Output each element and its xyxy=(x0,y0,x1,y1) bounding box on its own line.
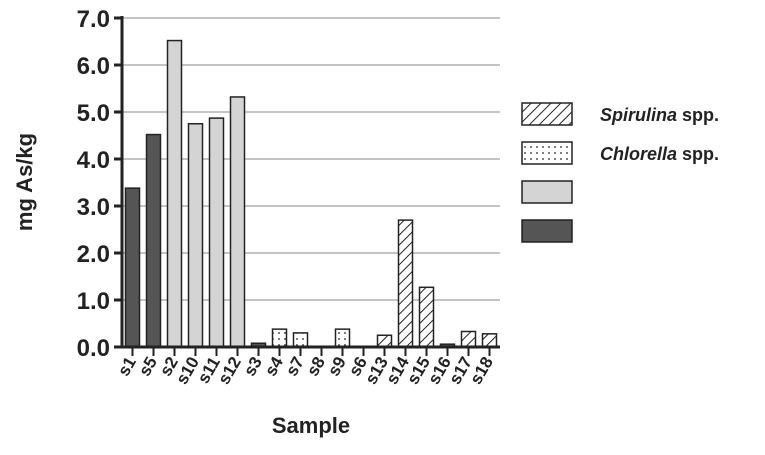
legend-swatch xyxy=(521,102,573,126)
legend-label: Spirulina spp. xyxy=(600,105,719,125)
y-axis-title: mg As/kg xyxy=(12,133,37,231)
bar xyxy=(481,333,498,348)
legend-swatch xyxy=(521,141,573,165)
bar xyxy=(334,328,351,348)
y-tick-label: 1.0 xyxy=(77,288,110,315)
bar xyxy=(124,187,141,348)
bar xyxy=(397,219,414,348)
x-axis-title: Sample xyxy=(272,413,350,438)
x-tick-label: s18 xyxy=(466,354,497,388)
y-tick-label: 4.0 xyxy=(77,147,110,174)
bar xyxy=(166,39,183,348)
y-tick-label: 0.0 xyxy=(77,335,110,362)
legend-swatch xyxy=(521,180,573,204)
y-tick-label: 2.0 xyxy=(77,241,110,268)
bar xyxy=(460,330,477,348)
bar xyxy=(187,123,204,348)
bar xyxy=(208,117,225,348)
y-tick-label: 6.0 xyxy=(77,53,110,80)
legend-label: Chlorella spp. xyxy=(600,144,719,164)
bar xyxy=(229,96,246,348)
bar xyxy=(292,332,309,348)
y-tick-label: 5.0 xyxy=(77,100,110,127)
legend-swatch xyxy=(521,219,573,243)
bar xyxy=(376,334,393,348)
bar xyxy=(145,133,162,348)
bar xyxy=(418,286,435,348)
bar xyxy=(271,328,288,348)
y-tick-label: 3.0 xyxy=(77,194,110,221)
y-tick-label: 7.0 xyxy=(77,6,110,33)
